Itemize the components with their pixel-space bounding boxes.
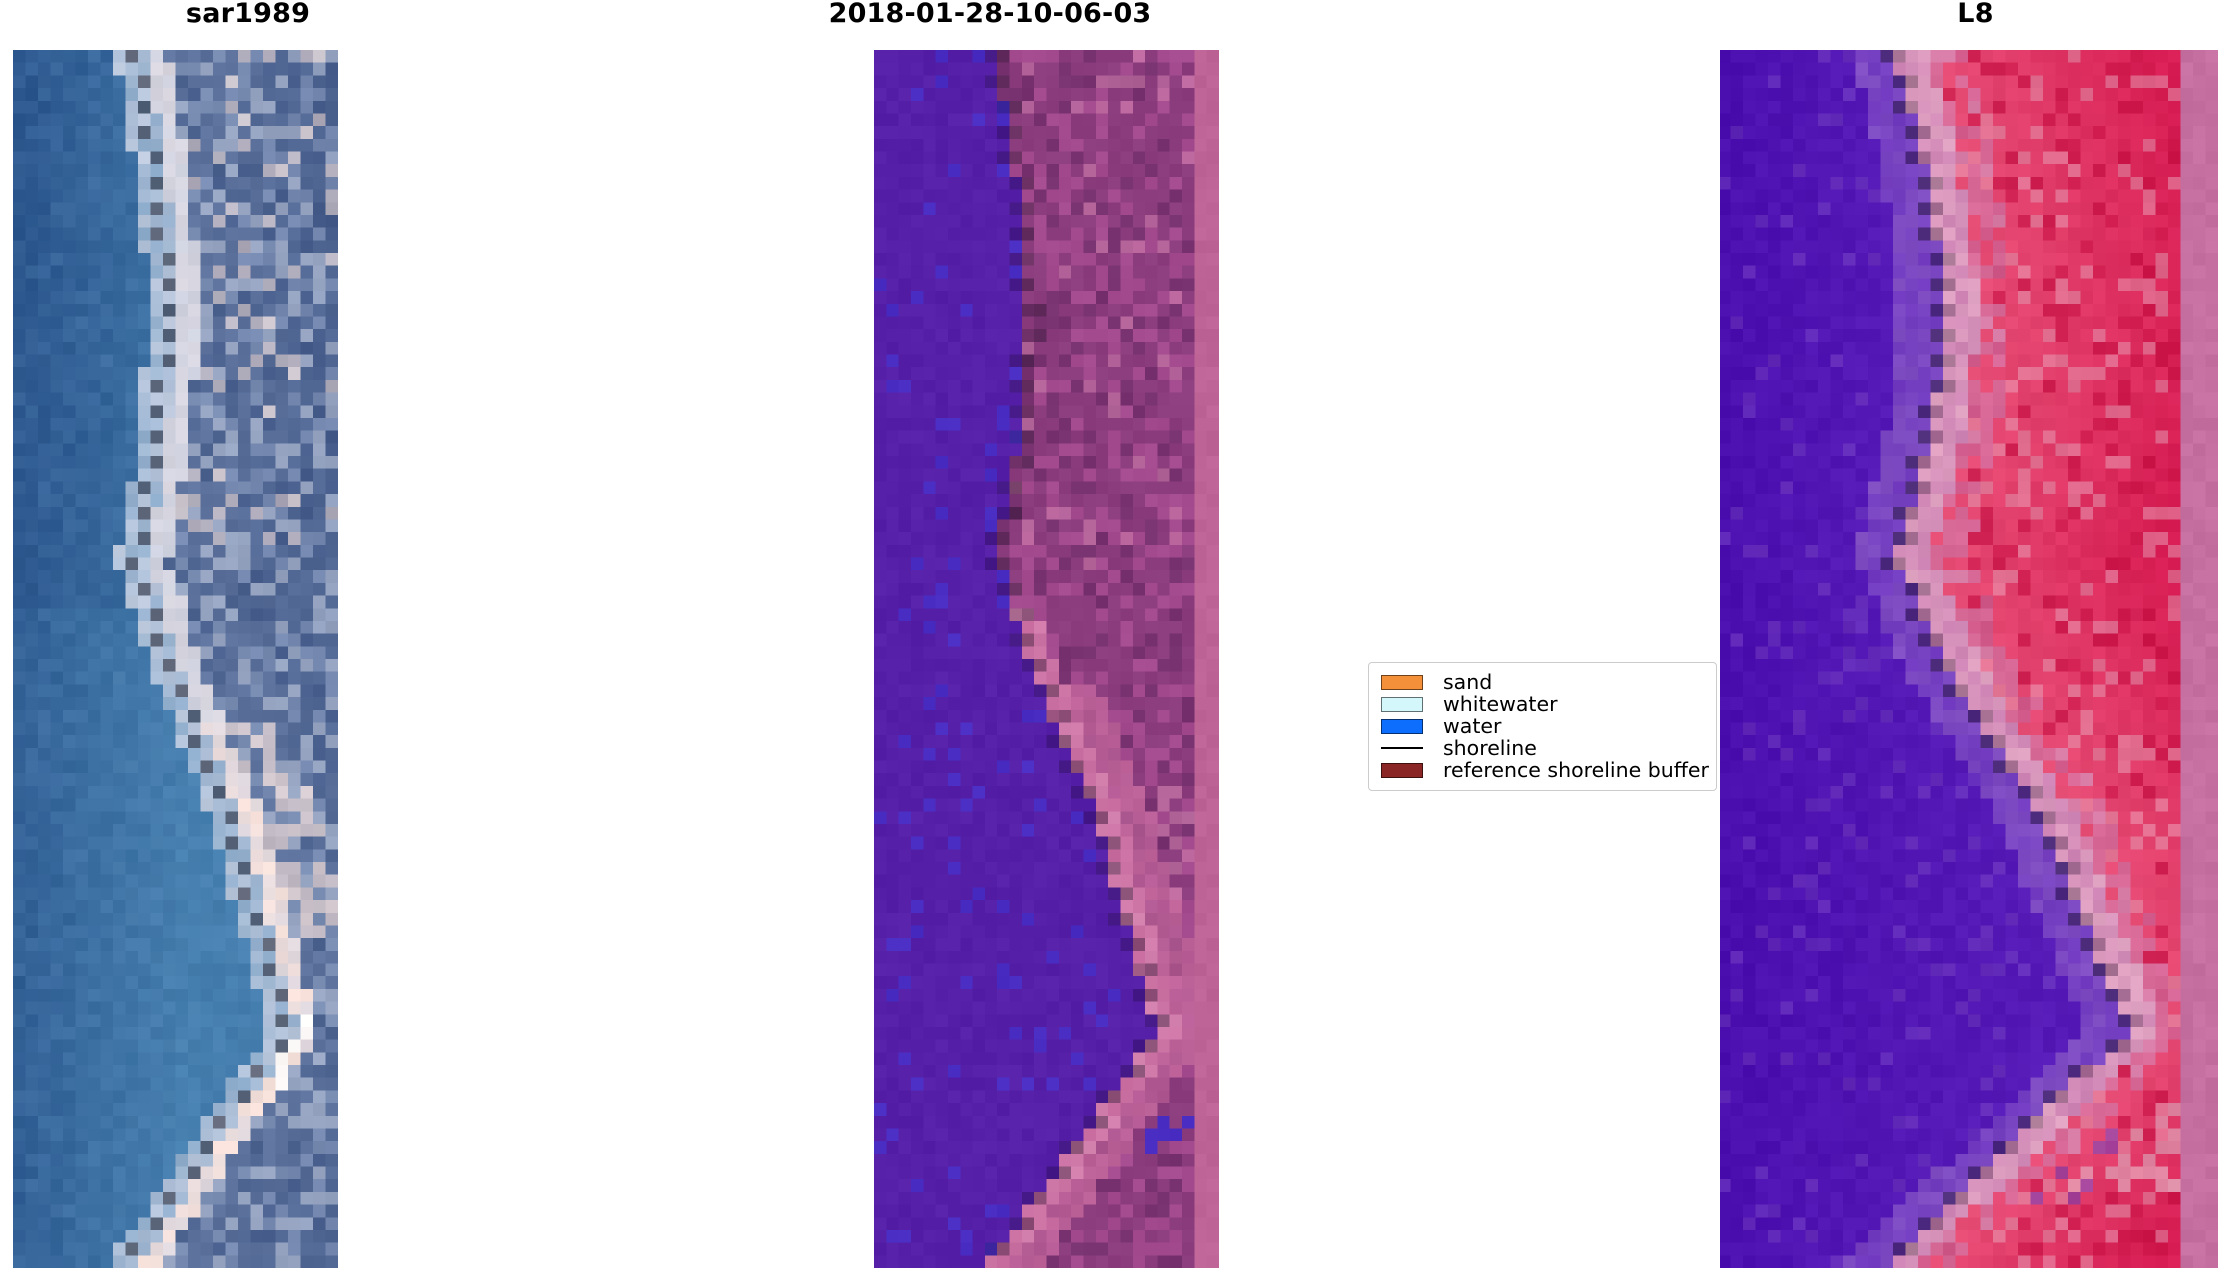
legend-label-water: water xyxy=(1443,714,1502,738)
l8-image-canvas xyxy=(1720,50,2218,1268)
shoreline-line-icon xyxy=(1381,747,1423,749)
l8-image xyxy=(1720,50,2218,1268)
legend-item-shoreline: shoreline xyxy=(1381,737,1706,759)
classification-image-canvas xyxy=(874,50,1219,1268)
legend-item-reference-shoreline-buffer: reference shoreline buffer xyxy=(1381,758,1709,782)
water-swatch-icon xyxy=(1381,718,1423,734)
sand-swatch-icon xyxy=(1381,674,1423,690)
whitewater-swatch-icon xyxy=(1381,696,1423,712)
classification-panel: 2018-01-28-10-06-03 xyxy=(610,0,1370,1283)
legend-item-sand: sand xyxy=(1381,671,1706,693)
classification-image xyxy=(874,50,1219,1268)
sar-panel-title: sar1989 xyxy=(185,0,311,29)
sar-image-canvas xyxy=(13,50,338,1268)
map-legend: sand whitewater water shoreline referenc… xyxy=(1368,662,1717,791)
legend-item-whitewater: whitewater xyxy=(1381,693,1706,715)
legend-label-reference-shoreline-buffer: reference shoreline buffer xyxy=(1443,758,1709,782)
reference-shoreline-buffer-swatch-icon xyxy=(1381,762,1423,778)
sar-image xyxy=(13,50,338,1268)
l8-panel-title: L8 xyxy=(1957,0,1994,29)
legend-label-whitewater: whitewater xyxy=(1443,692,1558,716)
legend-label-shoreline: shoreline xyxy=(1443,736,1537,760)
sar-panel: sar1989 xyxy=(0,0,496,1283)
legend-item-water: water xyxy=(1381,715,1706,737)
l8-panel: L8 xyxy=(1720,0,2231,1283)
classification-panel-title: 2018-01-28-10-06-03 xyxy=(828,0,1152,29)
legend-label-sand: sand xyxy=(1443,670,1493,694)
